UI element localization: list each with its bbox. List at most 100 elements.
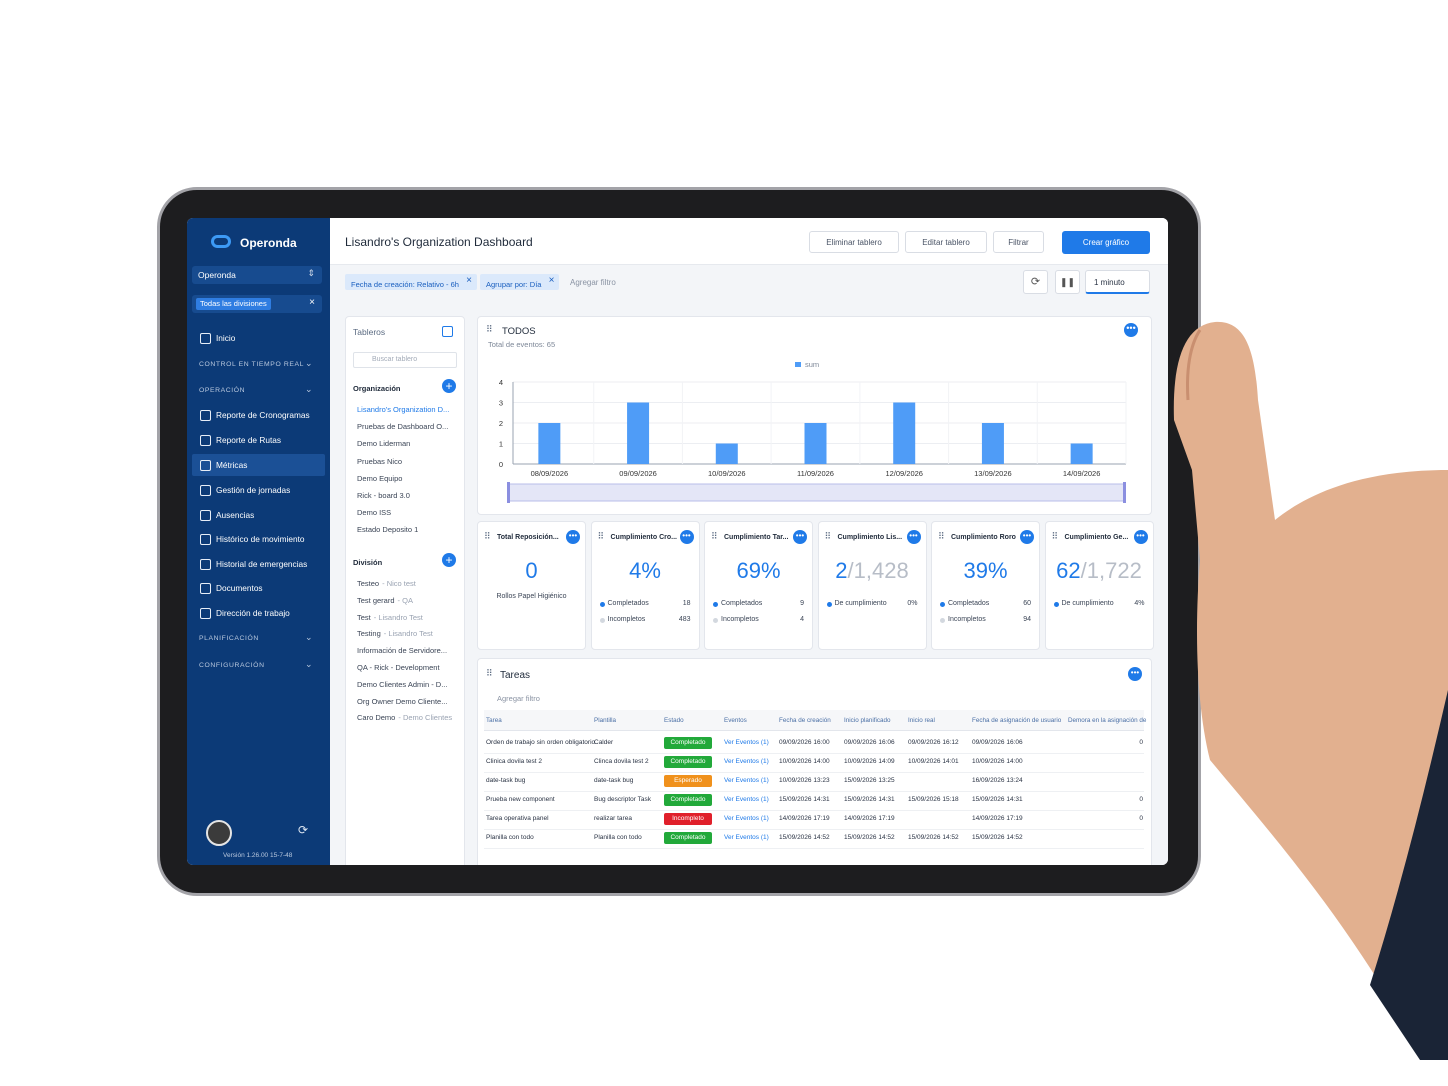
nav-section[interactable]: OPERACIÓN: [199, 387, 246, 394]
division-item[interactable]: Información de Servidore...: [357, 646, 447, 655]
kpi-menu[interactable]: •••: [906, 530, 921, 544]
chart-menu[interactable]: •••: [1124, 323, 1138, 337]
kpi-menu[interactable]: •••: [1020, 530, 1034, 544]
nav-item[interactable]: Documentos: [216, 583, 263, 593]
boards-icon[interactable]: [442, 326, 453, 337]
filter-chip[interactable]: Agrupar por: Día ×: [480, 274, 560, 290]
board-item[interactable]: Estado Deposito 1: [357, 525, 419, 535]
nav-icon: [200, 485, 211, 496]
x-tick-label: 12/09/2026: [885, 469, 923, 478]
nav-item[interactable]: Reporte de Rutas: [216, 435, 282, 445]
table-cell: 0: [1139, 739, 1143, 746]
kpi-value-wrap: 2/1,428: [819, 558, 926, 584]
nav-section-chevron: ⌄: [305, 632, 313, 642]
header-button[interactable]: Filtrar: [993, 231, 1044, 253]
division-item-name: Testing: [357, 629, 381, 639]
division-clear[interactable]: ×: [309, 297, 315, 308]
division-add[interactable]: +: [442, 553, 456, 567]
filter-chip-close[interactable]: ×: [466, 275, 472, 286]
sleeve: [1370, 690, 1448, 1060]
refresh-button[interactable]: ⟳: [1023, 270, 1048, 294]
kpi-card: ⠿ Cumplimiento Ge... ••• 62/1,722 De cumplim…: [1044, 521, 1154, 650]
nav-item[interactable]: Reporte de Cronogramas: [216, 410, 310, 420]
create-chart-button[interactable]: Crear gráfico: [1062, 231, 1150, 254]
refresh-interval[interactable]: 1 minuto: [1085, 270, 1150, 294]
events-link[interactable]: Ver Eventos (1): [724, 815, 769, 822]
kpi-value-wrap: 0: [478, 558, 585, 584]
tasks-add-filter[interactable]: Agregar filtro: [497, 694, 540, 703]
search-box[interactable]: Buscar tablero: [353, 352, 457, 368]
nav-item[interactable]: Gestión de jornadas: [216, 485, 291, 495]
header-button-text: Editar tablero: [922, 238, 970, 247]
division-item[interactable]: Demo Clientes Admin - D...: [357, 680, 447, 689]
kpi-menu[interactable]: •••: [679, 530, 694, 544]
zoom-handle-left: [507, 482, 510, 503]
nav-item[interactable]: Ausencias: [216, 510, 255, 520]
table-cell: Clinca dovila test 2: [594, 758, 649, 765]
sidebar: Operonda Operonda ⇕ Todas las divisiones × In…: [187, 218, 330, 865]
division-item[interactable]: Test - Lisandro Test: [357, 613, 423, 622]
nav-item[interactable]: Inicio: [216, 333, 236, 343]
kpi-menu[interactable]: •••: [793, 530, 807, 544]
kpi-value-wrap: 39%: [932, 558, 1039, 584]
row-divider: [484, 848, 1144, 849]
division-select[interactable]: Todas las divisiones ×: [192, 295, 322, 313]
events-link[interactable]: Ver Eventos (1): [724, 758, 769, 765]
legend-swatch: [795, 362, 801, 367]
org-title: Organización: [353, 384, 401, 393]
events-link[interactable]: Ver Eventos (1): [724, 777, 769, 784]
table-cell: 15/09/2026 14:31: [844, 796, 895, 803]
nav-item[interactable]: Historial de emergencias: [216, 559, 308, 569]
board-item[interactable]: Pruebas Nico: [357, 456, 403, 466]
division-item[interactable]: Caro Demo - Demo Clientes: [357, 713, 452, 722]
refresh-interval-text: 1 minuto: [1094, 278, 1125, 287]
status-text: Completado: [670, 834, 706, 841]
events-link[interactable]: Ver Eventos (1): [724, 796, 769, 803]
header-button[interactable]: Editar tablero: [905, 231, 987, 253]
division-item[interactable]: Org Owner Demo Cliente...: [357, 697, 447, 706]
bar-chart: sum 0 1 2 3 4 08/09/2026 09/09/2026 10/09/2026 11…: [499, 360, 1127, 503]
nav-item[interactable]: Dirección de trabajo: [216, 608, 290, 618]
org-select[interactable]: Operonda ⇕: [192, 266, 322, 284]
pause-button[interactable]: ❚❚: [1055, 270, 1080, 294]
division-item[interactable]: Test gerard - QA: [357, 596, 413, 605]
kpi-menu[interactable]: •••: [1133, 530, 1148, 544]
board-item[interactable]: Demo Liderman: [357, 439, 411, 449]
division-item[interactable]: Testeo - Nico test: [357, 579, 416, 588]
tasks-menu[interactable]: •••: [1128, 667, 1142, 681]
bar: [893, 402, 916, 464]
logout-icon[interactable]: ⟳: [298, 823, 309, 837]
table-cell: 16/09/2026 13:24: [972, 777, 1023, 784]
events-link[interactable]: Ver Eventos (1): [724, 739, 769, 746]
nav-item[interactable]: Métricas: [216, 460, 248, 470]
screen: Operonda Operonda ⇕ Todas las divisiones × In…: [187, 218, 1168, 865]
org-select-text: Operonda: [198, 270, 236, 280]
nav-section[interactable]: CONFIGURACIÓN: [199, 662, 265, 669]
column-header: Eventos: [724, 717, 747, 724]
nav-item[interactable]: Histórico de movimiento: [216, 534, 305, 544]
kpi-title: Cumplimiento Lis...: [837, 534, 903, 541]
org-add[interactable]: +: [442, 379, 456, 393]
kpi-menu[interactable]: •••: [566, 530, 580, 544]
kpi-row-count: 4%: [1134, 600, 1145, 607]
division-item[interactable]: Testing - Lisandro Test: [357, 629, 433, 638]
nav-section[interactable]: CONTROL EN TIEMPO REAL: [199, 361, 304, 368]
board-item[interactable]: Lisandro's Organization D...: [357, 405, 450, 414]
board-item[interactable]: Rick - board 3.0: [357, 491, 410, 500]
nav-section[interactable]: PLANIFICACIÓN: [199, 635, 259, 642]
add-filter[interactable]: Agregar filtro: [570, 278, 616, 287]
header-button[interactable]: Eliminar tablero: [809, 231, 899, 253]
events-link[interactable]: Ver Eventos (1): [724, 834, 769, 841]
division-chip[interactable]: Todas las divisiones: [196, 298, 271, 310]
nav-icon: [200, 435, 211, 446]
chart-card: ⠿ TODOS Total de eventos: 65 ••• sum 0 1 2 3 4 08/…: [477, 316, 1152, 515]
legend-label: sum: [805, 360, 819, 369]
board-item[interactable]: Demo Equipo: [357, 473, 403, 483]
filter-chip[interactable]: Fecha de creación: Relativo - 6h ×: [345, 274, 477, 290]
board-item[interactable]: Pruebas de Dashboard O...: [357, 422, 449, 432]
kpi-value: 62: [1056, 558, 1081, 583]
division-item[interactable]: QA - Rick - Development: [357, 663, 440, 672]
table-cell: 15/09/2026 14:52: [908, 834, 959, 841]
board-item[interactable]: Demo ISS: [357, 508, 392, 518]
filter-chip-close[interactable]: ×: [548, 275, 555, 286]
